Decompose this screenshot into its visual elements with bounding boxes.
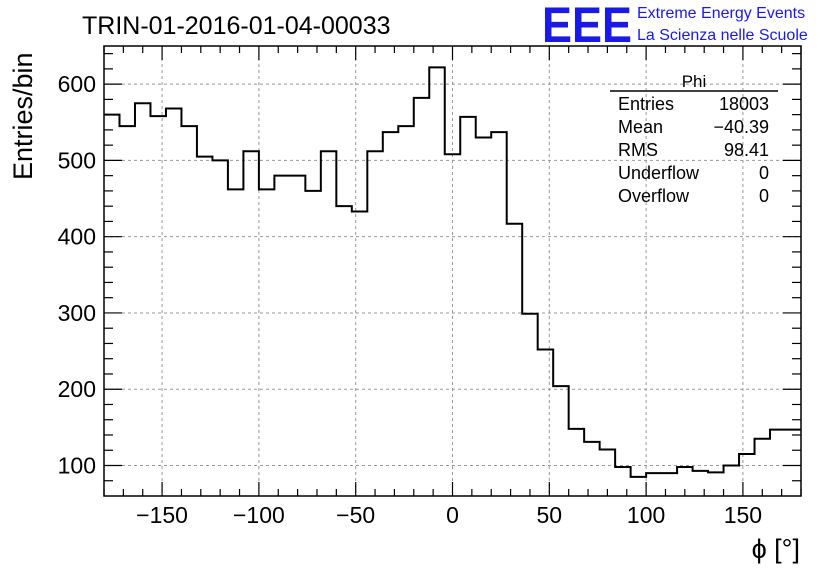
y-tick-label: 400 [58,224,96,250]
stats-overflow-value: 0 [759,186,769,206]
y-tick-label: 200 [58,376,96,402]
x-tick-label: −100 [233,502,285,528]
logo-line-1: Extreme Energy Events [637,5,805,22]
stats-title: Phi [682,72,707,91]
stats-mean-value: −40.39 [713,117,769,137]
grid-lines [104,46,801,496]
histogram-line [104,66,801,478]
y-tick-labels: 100 200 300 400 500 600 [58,71,96,478]
stats-overflow-label: Overflow [618,186,690,206]
x-tick-label: 150 [724,502,762,528]
stats-rms-value: 98.41 [724,140,769,160]
x-tick-label: 50 [537,502,563,528]
eee-logo: EEE Extreme Energy Events La Scienza nel… [542,0,808,53]
stats-entries-label: Entries [618,94,674,114]
chart-title: TRIN-01-2016-01-04-00033 [82,12,391,40]
x-tick-label: 100 [627,502,665,528]
stats-box: Phi Entries 18003 Mean −40.39 RMS 98.41 … [610,72,778,206]
stats-underflow-value: 0 [759,163,769,183]
stats-mean-label: Mean [618,117,663,137]
y-tick-label: 100 [58,452,96,478]
logo-line-2: La Scienza nelle Scuole [637,27,808,44]
x-tick-labels: −150 −100 −50 0 50 100 150 [136,502,762,528]
axis-ticks [103,46,802,496]
x-tick-label: 0 [446,502,459,528]
y-axis-label: Entries/bin [8,52,38,180]
y-tick-label: 500 [58,147,96,173]
stats-underflow-label: Underflow [618,163,700,183]
logo-mark: EEE [542,0,632,53]
stats-rms-label: RMS [618,140,658,160]
y-tick-label: 300 [58,300,96,326]
x-axis-label: ϕ [°] [752,534,800,564]
x-tick-label: −150 [136,502,188,528]
x-tick-label: −50 [336,502,375,528]
stats-entries-value: 18003 [719,94,769,114]
y-tick-label: 600 [58,71,96,97]
